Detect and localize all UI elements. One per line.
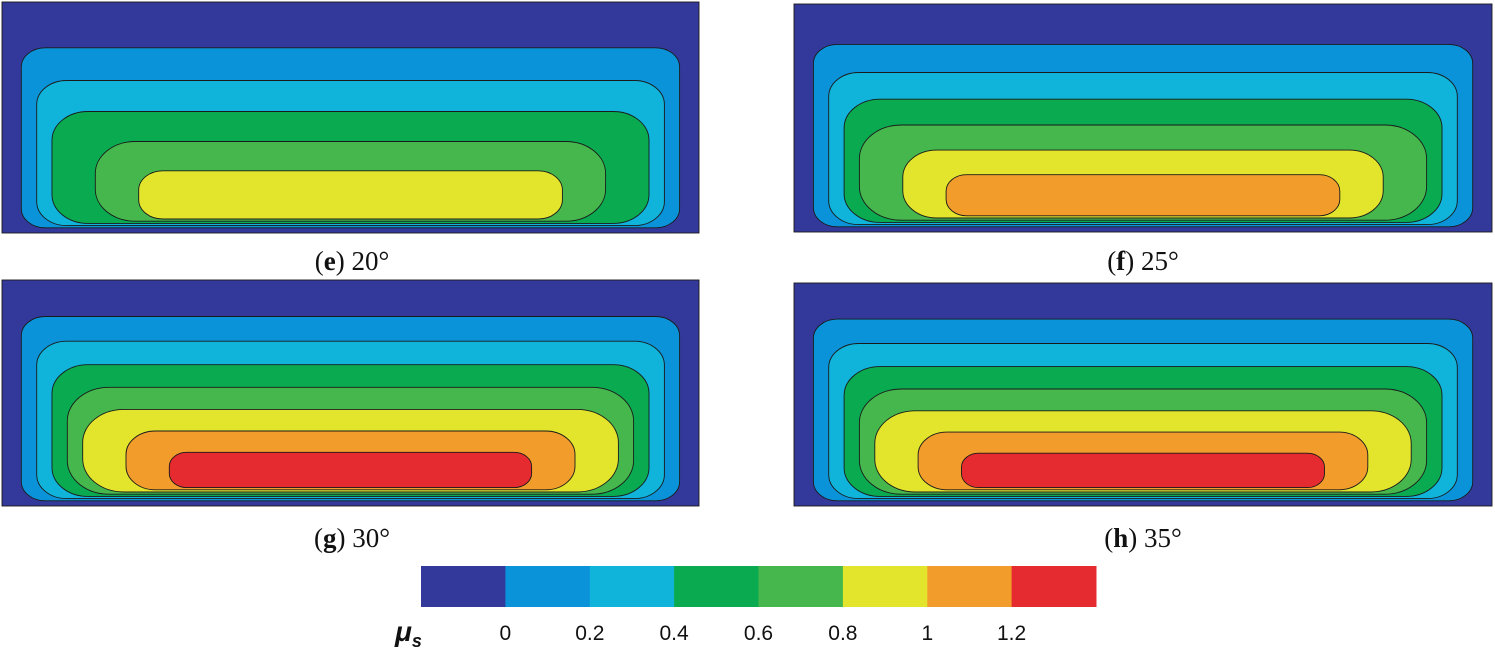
colorbar-swatch-4 <box>758 566 844 607</box>
colorbar-tick-label: 1.2 <box>997 622 1026 645</box>
caption-e: (e) 20° <box>315 246 390 276</box>
panel-f-contour <box>793 3 1493 233</box>
caption-f-angle: 25° <box>1141 246 1179 276</box>
colorbar-swatch-7 <box>1011 566 1097 607</box>
colorbar <box>421 566 1097 607</box>
colorbar-swatch-0 <box>421 566 506 607</box>
contour-band-level-7 <box>961 452 1325 489</box>
contour-band-level-7 <box>168 451 533 489</box>
colorbar-swatch-3 <box>674 566 759 607</box>
colorbar-tick-label: 1 <box>921 622 933 645</box>
colorbar-tick-label: 0.2 <box>575 622 604 645</box>
colorbar-swatch-2 <box>589 566 675 607</box>
caption-g-angle: 30° <box>352 523 390 553</box>
caption-e-angle: 20° <box>351 246 389 276</box>
colorbar-tick-label: 0.4 <box>659 622 689 645</box>
caption-h-angle: 35° <box>1144 523 1182 553</box>
panel-e-contour <box>1 1 700 234</box>
caption-g-letter: g <box>323 523 337 553</box>
colorbar-tick-label: 0.8 <box>828 622 857 645</box>
colorbar-swatch-1 <box>505 566 591 607</box>
caption-h-letter: h <box>1113 523 1128 553</box>
caption-f: (f) 25° <box>1107 246 1179 276</box>
caption-f-letter: f <box>1116 246 1126 276</box>
colorbar-ticks: 0 0.2 0.4 0.6 0.8 1 1.2 <box>500 622 1027 645</box>
contour-band-level-5 <box>138 170 563 220</box>
panel-h-contour <box>793 282 1493 507</box>
caption-h: (h) 35° <box>1104 523 1182 553</box>
contour-band-level-6 <box>945 174 1341 217</box>
legend-symbol-subscript: s <box>412 631 422 651</box>
colorbar-tick-label: 0.6 <box>744 622 773 645</box>
colorbar-swatch-6 <box>927 566 1013 607</box>
colorbar-swatch-5 <box>842 566 928 607</box>
colorbar-tick-label: 0 <box>500 622 512 645</box>
caption-e-letter: e <box>324 246 336 276</box>
caption-g: (g) 30° <box>314 523 390 553</box>
legend-symbol: μs <box>394 616 422 651</box>
panel-g-contour <box>1 279 700 507</box>
